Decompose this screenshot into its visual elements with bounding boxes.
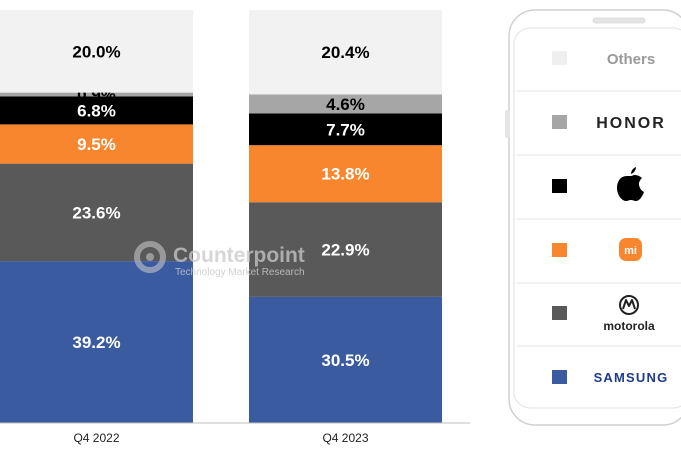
bar-segment-samsung-1: [249, 296, 442, 423]
legend-label-mi: mi: [624, 245, 637, 257]
x-tick-label-1: Q4 2023: [322, 431, 368, 445]
data-label-motorola-1: 22.9%: [321, 241, 369, 260]
data-label-mi-1: 13.8%: [321, 165, 369, 184]
data-label-samsung-0: 39.2%: [72, 333, 120, 352]
legend-label-motorola: motorola: [603, 319, 655, 333]
data-label-mi-0: 9.5%: [77, 135, 116, 154]
bar-segment-motorola-0: [0, 163, 193, 262]
legend-item-3: mi: [552, 238, 642, 261]
legend-swatch: [552, 115, 567, 129]
legend-item-5: SAMSUNG: [552, 370, 669, 385]
legend-swatch: [552, 51, 567, 65]
counterpoint-logo-icon: [134, 241, 166, 273]
data-label-honor-1: 4.6%: [326, 95, 365, 114]
motorola-logo-icon: motorola: [603, 295, 655, 333]
bar-segment-others-0: [0, 10, 193, 93]
bar-segment-honor-0: [0, 92, 193, 97]
legend-label-honor: HONOR: [596, 115, 666, 132]
data-label-motorola-0: 23.6%: [72, 203, 120, 222]
legend-swatch: [552, 306, 567, 320]
watermark-tagline: Technology Market Research: [175, 267, 305, 278]
data-label-apple-1: 7.7%: [326, 120, 365, 139]
apple-logo-icon: [617, 167, 644, 201]
xiaomi-logo-icon: mi: [619, 238, 642, 261]
bar-segment-honor-1: [249, 94, 442, 114]
data-label-others-0: 20.0%: [72, 42, 120, 61]
legend-phone-frame: [505, 9, 681, 426]
legend-swatch: [552, 243, 567, 257]
data-label-samsung-1: 30.5%: [321, 351, 369, 370]
x-axis: Q4 2022 Q4 2023: [0, 422, 470, 445]
bar-segment-mi-1: [249, 145, 442, 203]
legend-label-others: Others: [607, 51, 655, 68]
data-label-others-1: 20.4%: [321, 43, 369, 62]
bar-segment-samsung-0: [0, 261, 193, 423]
bar-segment-motorola-1: [249, 202, 442, 297]
bar-segment-apple-0: [0, 96, 193, 125]
legend: Others HONOR mi motorola SAMSUNG: [517, 51, 681, 385]
data-label-apple-0: 6.8%: [77, 101, 116, 120]
counterpoint-watermark: Counterpoint Technology Market Research: [134, 241, 305, 278]
watermark-title: Counterpoint: [173, 244, 305, 267]
legend-swatch: [552, 179, 567, 193]
x-tick-label-0: Q4 2022: [73, 431, 119, 445]
legend-item-1: HONOR: [552, 115, 666, 132]
legend-swatch: [552, 370, 567, 384]
legend-label-samsung: SAMSUNG: [594, 370, 669, 385]
bar-segment-apple-1: [249, 113, 442, 146]
bar-segment-mi-0: [0, 124, 193, 164]
bars-layer: 39.2%23.6%9.5%6.8%0.9%20.0%30.5%22.9%13.…: [0, 10, 442, 423]
bar-segment-others-1: [249, 10, 442, 95]
legend-item-2: [552, 167, 644, 201]
legend-item-4: motorola: [552, 295, 655, 333]
legend-item-0: Others: [552, 51, 655, 68]
